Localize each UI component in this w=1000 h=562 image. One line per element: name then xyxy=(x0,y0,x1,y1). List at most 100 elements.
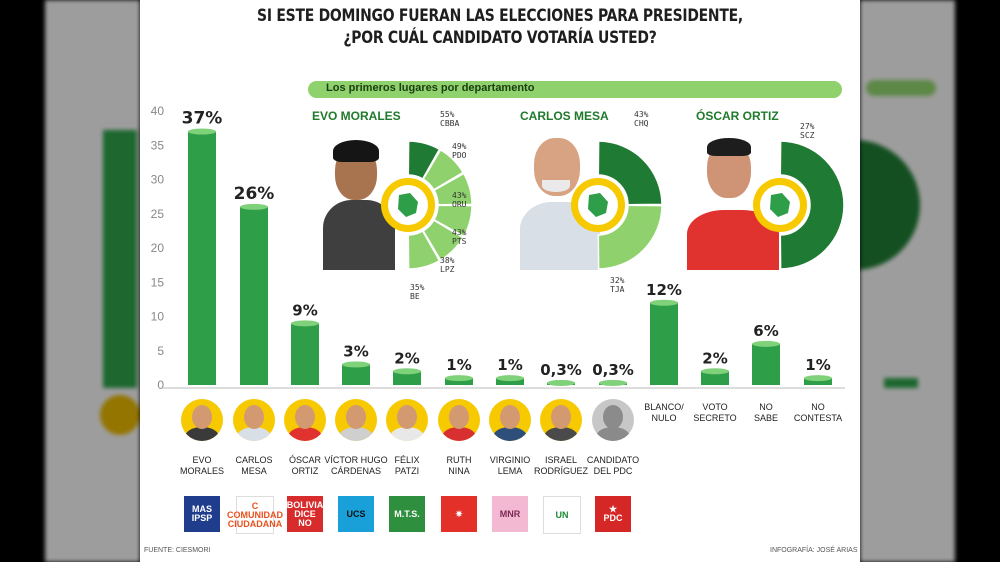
y-tick-5: 5 xyxy=(157,344,164,358)
source-note: FUENTE: CIESMORI xyxy=(144,547,211,554)
avatar-body xyxy=(596,427,630,441)
category-label-no-sabe: NO SABE xyxy=(753,402,778,423)
party-logo-ruth-nina: ✷ xyxy=(441,496,477,532)
avatar-face xyxy=(500,405,520,429)
y-tick-0: 0 xyxy=(157,378,164,392)
infographic-panel: SI ESTE DOMINGO FUERAN LAS ELECCIONES PA… xyxy=(140,0,860,562)
avatar-body xyxy=(288,427,322,441)
avatar-face xyxy=(346,405,366,429)
dept-label-43-pts: 43% PTS xyxy=(452,228,467,246)
value-label-felix-patzi: 2% xyxy=(394,349,419,367)
avatar-body xyxy=(544,427,578,441)
category-label-virginio-lema: VIRGINIO LEMA xyxy=(489,455,531,476)
value-label-israel-rodriguez: 0,3% xyxy=(540,361,582,379)
department-rings xyxy=(381,140,845,270)
value-label-carlos-mesa: 26% xyxy=(234,184,275,204)
y-tick-30: 30 xyxy=(151,173,165,187)
value-label-voto-secreto: 2% xyxy=(702,349,727,367)
headline-line1: SI ESTE DOMINGO FUERAN LAS ELECCIONES PA… xyxy=(257,6,743,26)
value-label-ruth-nina: 1% xyxy=(446,356,471,374)
category-label-israel-rodriguez: ISRAEL RODRÍGUEZ xyxy=(534,455,588,476)
avatar-body xyxy=(185,427,219,441)
bar-chart: 0 5 10 15 20 25 30 35 40 37% 26% 9% 3% 2% 1% 1% 0,3% 0,3… xyxy=(151,104,845,392)
bar-cap-blanco-nulo xyxy=(650,299,678,306)
dept-label-49-pdo: 49% PDO xyxy=(452,142,467,160)
value-label-candidato-del-pdc: 0,3% xyxy=(592,361,634,379)
bolivia-map-icon xyxy=(588,193,608,217)
bar-no-contesta xyxy=(804,378,832,385)
avatar-face xyxy=(244,405,264,429)
y-tick-15: 15 xyxy=(151,275,165,289)
avatar-face xyxy=(551,405,571,429)
blurred-right-background xyxy=(860,0,955,562)
value-label-no-sabe: 6% xyxy=(753,322,778,340)
y-tick-20: 20 xyxy=(151,241,165,255)
bar-cap-no-contesta xyxy=(804,375,832,382)
bar-blanco-nulo xyxy=(650,302,678,385)
avatar-candidato-del-pdc xyxy=(592,399,634,441)
dept-segment-38-lpz xyxy=(422,219,465,262)
bar-cap-victor-hugo-cardenas xyxy=(342,361,370,368)
avatar-face xyxy=(397,405,417,429)
y-tick-40: 40 xyxy=(151,104,165,118)
bar-victor-hugo-cardenas xyxy=(342,364,370,385)
dept-title-ortiz: ÓSCAR ORTIZ xyxy=(696,109,779,123)
dept-segment-27-scz xyxy=(779,140,845,270)
dept-label-43-oru: 43% ORU xyxy=(452,191,467,209)
avatar-face xyxy=(449,405,469,429)
dept-segment-35-be xyxy=(407,230,441,270)
avatar-body xyxy=(493,427,527,441)
party-logo-oscar-ortiz: BOLIVIA DICE NO xyxy=(287,496,323,532)
category-label-oscar-ortiz: ÓSCAR ORTIZ xyxy=(288,455,321,476)
portrait-ortiz xyxy=(685,132,780,270)
dept-segment-43-chq xyxy=(597,140,663,206)
avatar-oscar-ortiz xyxy=(284,399,326,441)
department-banner: Los primeros lugares por departamento xyxy=(308,81,842,98)
party-logo-carlos-mesa: C COMUNIDAD CIUDADANA xyxy=(227,496,283,534)
value-label-blanco-nulo: 12% xyxy=(646,281,682,299)
bolivia-map-icon xyxy=(398,193,418,217)
category-label-ruth-nina: RUTH NINA xyxy=(446,455,472,476)
bar-virginio-lema xyxy=(496,378,524,385)
dept-label-38-lpz: 38% LPZ xyxy=(440,256,455,274)
avatar-evo-morales xyxy=(181,399,223,441)
dept-label-32-tja: 32% TJA xyxy=(610,276,625,294)
category-label-carlos-mesa: CARLOS MESA xyxy=(235,455,273,476)
bar-cap-candidato-del-pdc xyxy=(599,379,627,386)
party-logo-evo-morales: MAS IPSP xyxy=(184,496,220,532)
bar-ruth-nina xyxy=(445,378,473,385)
avatar-face xyxy=(295,405,315,429)
department-banner-text: Los primeros lugares por departamento xyxy=(326,82,535,94)
bolivia-map-icon xyxy=(770,193,790,217)
category-label-no-contesta: NO CONTESTA xyxy=(793,402,843,423)
bar-cap-oscar-ortiz xyxy=(291,320,319,327)
avatar-felix-patzi xyxy=(386,399,428,441)
category-label-voto-secreto: VOTO SECRETO xyxy=(693,402,737,423)
value-label-evo-morales: 37% xyxy=(182,109,223,129)
bar-cap-no-sabe xyxy=(752,340,780,347)
dept-segment-55-cbba xyxy=(407,140,441,180)
party-logo-victor-hugo-cardenas: UCS xyxy=(338,496,374,532)
category-label-victor-hugo-cardenas: VÍCTOR HUGO CÁRDENAS xyxy=(324,455,388,476)
dept-label-27-scz: 27% SCZ xyxy=(800,122,815,140)
dept-segment-43-oru xyxy=(433,172,473,206)
party-logo-felix-patzi: M.T.S. xyxy=(389,496,425,532)
y-tick-25: 25 xyxy=(151,207,165,221)
avatar-body xyxy=(442,427,476,441)
category-label-felix-patzi: FÉLIX PATZI xyxy=(394,455,420,476)
value-label-oscar-ortiz: 9% xyxy=(292,301,317,319)
bar-cap-carlos-mesa xyxy=(240,203,268,210)
category-label-candidato-del-pdc: CANDIDATO DEL PDC xyxy=(586,455,640,476)
bar-cap-felix-patzi xyxy=(393,368,421,375)
bar-felix-patzi xyxy=(393,371,421,385)
avatar-face xyxy=(603,405,623,429)
dept-label-35-be: 35% BE xyxy=(410,283,425,301)
bar-cap-virginio-lema xyxy=(496,375,524,382)
avatar-body xyxy=(339,427,373,441)
bar-evo-morales xyxy=(188,131,216,385)
avatar-face xyxy=(192,405,212,429)
value-label-victor-hugo-cardenas: 3% xyxy=(343,342,368,360)
avatar-israel-rodriguez xyxy=(540,399,582,441)
headline-line2: ¿POR CUÁL CANDIDATO VOTARÍA USTED? xyxy=(343,28,657,48)
value-label-no-contesta: 1% xyxy=(805,356,830,374)
